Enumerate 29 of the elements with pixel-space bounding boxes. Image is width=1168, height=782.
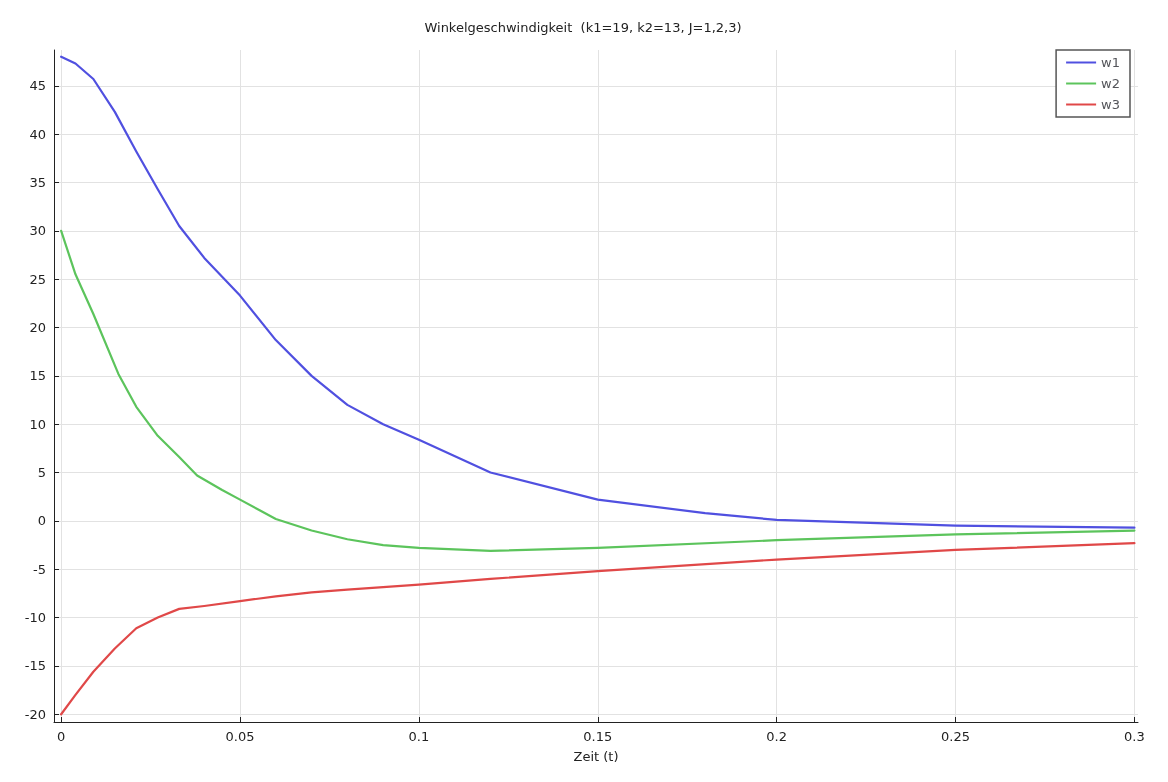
line-series [60, 229, 1136, 552]
line-series [60, 542, 1136, 716]
x-tick-label: 0.3 [1124, 729, 1145, 744]
x-axis-title: Zeit (t) [573, 749, 619, 764]
y-tick-label: 0 [37, 513, 46, 529]
x-tick-label: 0.05 [225, 729, 255, 744]
y-tick-label: -15 [24, 658, 46, 674]
y-tick-label: 30 [29, 223, 46, 239]
y-tick-label: 25 [29, 271, 46, 287]
x-tick-label: 0.1 [408, 729, 430, 744]
x-tick-label: 0.15 [583, 729, 613, 744]
legend-label: w1 [1101, 55, 1120, 70]
y-tick-label: 45 [29, 78, 46, 94]
chart-title: Winkelgeschwindigkeit (k1=19, k2=13, J=1,2,3) [424, 20, 742, 35]
legend-label: w2 [1101, 76, 1120, 91]
y-tick-label: -10 [24, 610, 46, 626]
y-tick-label: 5 [37, 465, 46, 481]
y-tick-label: -5 [33, 561, 46, 577]
legend-label: w3 [1101, 97, 1120, 112]
y-tick-label: 40 [29, 126, 46, 142]
y-tick-label: 10 [29, 416, 46, 432]
y-tick-label: -20 [24, 706, 46, 722]
x-tick-label: 0 [57, 729, 66, 744]
y-tick-label: 35 [29, 174, 46, 190]
y-tick-label: 15 [29, 368, 46, 384]
line-series [60, 55, 1136, 529]
x-tick-label: 0.2 [766, 729, 788, 744]
y-tick-label: 20 [29, 320, 46, 335]
x-tick-label: 0.25 [941, 729, 971, 744]
